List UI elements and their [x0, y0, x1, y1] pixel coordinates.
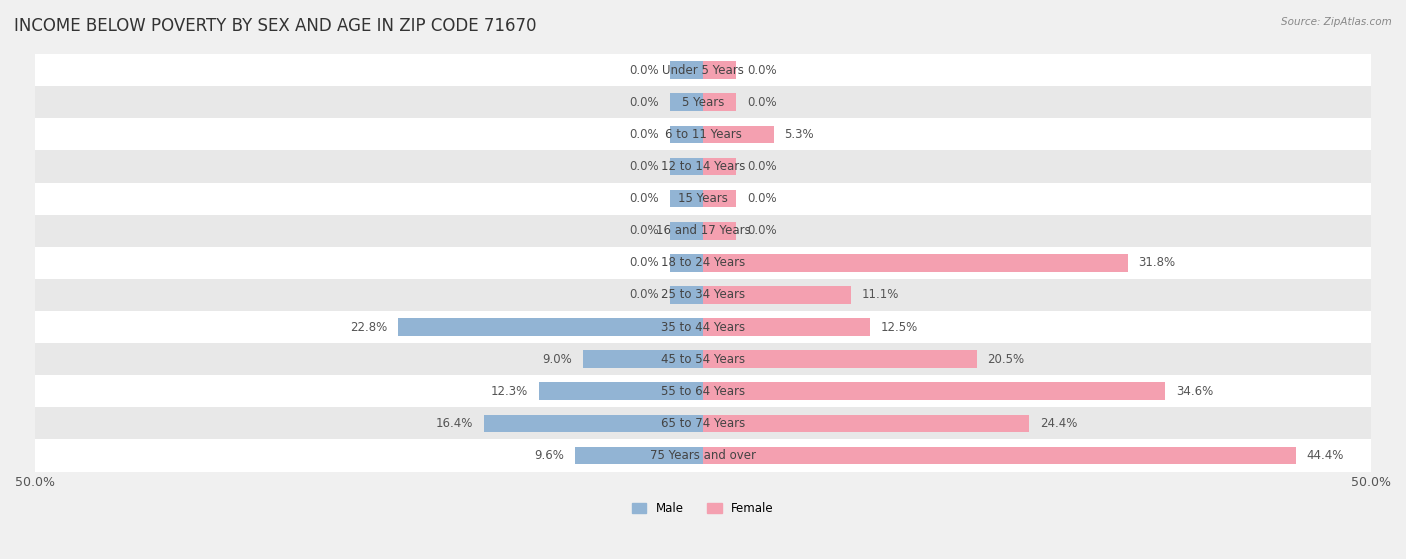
Text: 35 to 44 Years: 35 to 44 Years	[661, 320, 745, 334]
Text: 24.4%: 24.4%	[1039, 417, 1077, 430]
Text: 22.8%: 22.8%	[350, 320, 388, 334]
Bar	[669, 158, 703, 176]
Text: 0.0%: 0.0%	[630, 96, 659, 109]
Bar	[669, 190, 703, 207]
Bar	[35, 54, 1371, 86]
Bar	[582, 350, 703, 368]
Legend: Male, Female: Male, Female	[627, 498, 779, 520]
Bar	[35, 279, 1371, 311]
Bar	[35, 215, 1371, 247]
Text: 0.0%: 0.0%	[747, 192, 776, 205]
Text: 0.0%: 0.0%	[630, 224, 659, 237]
Bar	[35, 86, 1371, 119]
Text: 55 to 64 Years: 55 to 64 Years	[661, 385, 745, 398]
Text: 0.0%: 0.0%	[630, 288, 659, 301]
Bar	[484, 415, 703, 432]
Text: INCOME BELOW POVERTY BY SEX AND AGE IN ZIP CODE 71670: INCOME BELOW POVERTY BY SEX AND AGE IN Z…	[14, 17, 537, 35]
Text: Under 5 Years: Under 5 Years	[662, 64, 744, 77]
Text: 0.0%: 0.0%	[630, 257, 659, 269]
Text: Source: ZipAtlas.com: Source: ZipAtlas.com	[1281, 17, 1392, 27]
Text: 0.0%: 0.0%	[747, 64, 776, 77]
Text: 0.0%: 0.0%	[747, 96, 776, 109]
Bar	[703, 126, 773, 143]
Bar	[35, 311, 1371, 343]
Bar	[703, 61, 737, 79]
Text: 34.6%: 34.6%	[1175, 385, 1213, 398]
Bar	[35, 119, 1371, 150]
Bar	[669, 222, 703, 240]
Text: 0.0%: 0.0%	[747, 160, 776, 173]
Text: 9.0%: 9.0%	[543, 353, 572, 366]
Bar	[669, 61, 703, 79]
Bar	[35, 439, 1371, 472]
Text: 16.4%: 16.4%	[436, 417, 474, 430]
Bar	[538, 382, 703, 400]
Bar	[703, 318, 870, 336]
Bar	[703, 190, 737, 207]
Text: 20.5%: 20.5%	[987, 353, 1025, 366]
Bar	[35, 343, 1371, 375]
Bar	[398, 318, 703, 336]
Bar	[703, 447, 1296, 465]
Bar	[669, 254, 703, 272]
Text: 0.0%: 0.0%	[747, 224, 776, 237]
Text: 11.1%: 11.1%	[862, 288, 900, 301]
Text: 31.8%: 31.8%	[1139, 257, 1175, 269]
Bar	[703, 350, 977, 368]
Bar	[35, 183, 1371, 215]
Bar	[35, 375, 1371, 408]
Text: 18 to 24 Years: 18 to 24 Years	[661, 257, 745, 269]
Bar	[669, 93, 703, 111]
Bar	[669, 286, 703, 304]
Text: 0.0%: 0.0%	[630, 160, 659, 173]
Text: 65 to 74 Years: 65 to 74 Years	[661, 417, 745, 430]
Text: 75 Years and over: 75 Years and over	[650, 449, 756, 462]
Bar	[703, 382, 1166, 400]
Bar	[35, 408, 1371, 439]
Text: 5 Years: 5 Years	[682, 96, 724, 109]
Text: 16 and 17 Years: 16 and 17 Years	[655, 224, 751, 237]
Bar	[35, 150, 1371, 183]
Bar	[703, 158, 737, 176]
Bar	[35, 247, 1371, 279]
Text: 15 Years: 15 Years	[678, 192, 728, 205]
Text: 45 to 54 Years: 45 to 54 Years	[661, 353, 745, 366]
Text: 12.5%: 12.5%	[880, 320, 918, 334]
Bar	[703, 93, 737, 111]
Text: 5.3%: 5.3%	[785, 128, 814, 141]
Text: 44.4%: 44.4%	[1306, 449, 1344, 462]
Text: 0.0%: 0.0%	[630, 192, 659, 205]
Bar	[575, 447, 703, 465]
Bar	[703, 286, 851, 304]
Text: 12 to 14 Years: 12 to 14 Years	[661, 160, 745, 173]
Bar	[703, 254, 1128, 272]
Text: 12.3%: 12.3%	[491, 385, 529, 398]
Text: 6 to 11 Years: 6 to 11 Years	[665, 128, 741, 141]
Text: 0.0%: 0.0%	[630, 128, 659, 141]
Bar	[703, 222, 737, 240]
Bar	[669, 126, 703, 143]
Text: 0.0%: 0.0%	[630, 64, 659, 77]
Text: 9.6%: 9.6%	[534, 449, 564, 462]
Bar	[703, 415, 1029, 432]
Text: 25 to 34 Years: 25 to 34 Years	[661, 288, 745, 301]
